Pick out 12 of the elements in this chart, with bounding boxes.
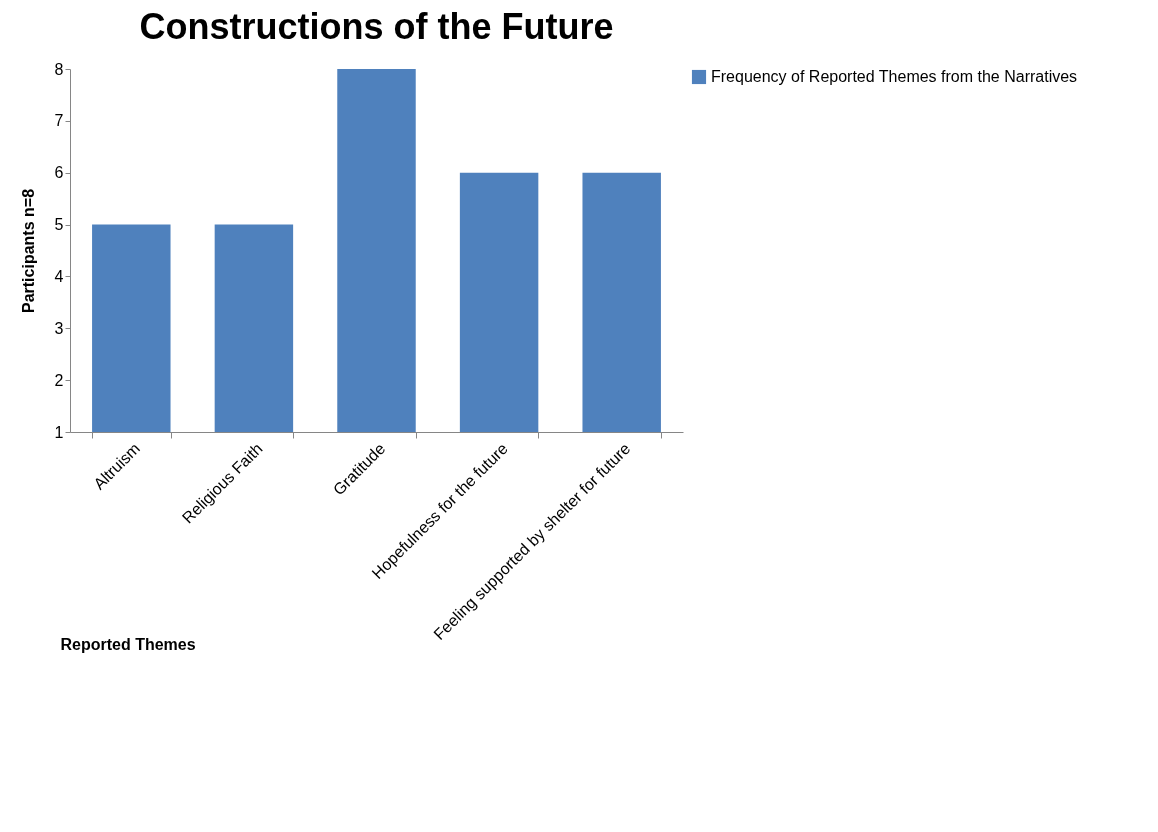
y-tick-label: 6 xyxy=(54,164,64,182)
y-tick-label: 3 xyxy=(54,319,64,337)
y-axis-title: Participants n=8 xyxy=(19,188,37,314)
chart-title: Constructions of the Future xyxy=(139,6,614,47)
y-tick-label: 8 xyxy=(54,60,64,78)
y-tick-label: 1 xyxy=(54,423,64,441)
legend-label: Frequency of Reported Themes from the Narratives xyxy=(711,68,1078,85)
x-axis-title: Reported Themes xyxy=(60,635,196,653)
y-tick-label: 4 xyxy=(54,267,64,285)
y-tick-label: 5 xyxy=(54,216,64,234)
y-tick-label: 7 xyxy=(54,112,64,130)
y-tick-label: 2 xyxy=(54,371,64,389)
